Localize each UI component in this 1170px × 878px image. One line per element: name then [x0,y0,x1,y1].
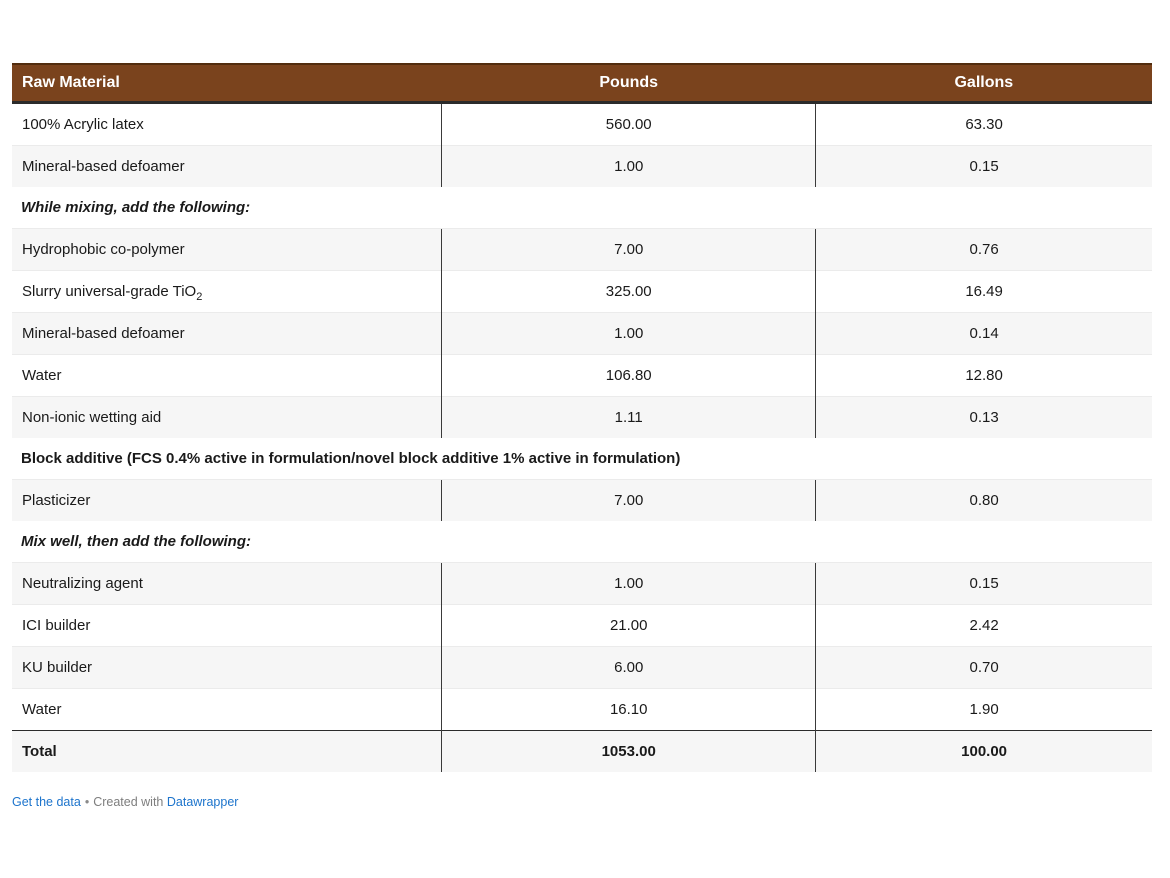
formulation-table: Raw Material Pounds Gallons 100% Acrylic… [12,63,1152,772]
gallons-cell: 12.80 [815,354,1152,397]
table-row: Mineral-based defoamer 1.00 0.15 [12,145,1152,187]
gallons-cell: 16.49 [815,270,1152,313]
section-row: While mixing, add the following: [12,187,1152,229]
table-row: Slurry universal-grade TiO2 325.00 16.49 [12,270,1152,313]
pounds-cell: 560.00 [441,102,816,146]
table-row: Water 16.10 1.90 [12,688,1152,731]
subscript: 2 [196,291,203,303]
pounds-cell: 1.00 [441,312,816,355]
pounds-cell: 16.10 [441,688,816,731]
pounds-cell: 1.00 [441,562,816,605]
pounds-cell: 1.00 [441,145,816,187]
material-cell: Non-ionic wetting aid [12,396,442,438]
table-row: 100% Acrylic latex 560.00 63.30 [12,102,1152,146]
material-cell: Mineral-based defoamer [12,145,442,187]
total-row: Total 1053.00 100.00 [12,730,1152,772]
pounds-cell: 6.00 [441,646,816,689]
pounds-cell: 7.00 [441,479,816,521]
pounds-cell: 325.00 [441,270,816,313]
section-label: Mix well, then add the following: [12,521,1152,563]
column-header-gallons: Gallons [815,63,1152,104]
pounds-cell: 7.00 [441,228,816,271]
column-header-pounds: Pounds [441,63,816,104]
column-header-raw-material: Raw Material [12,63,442,104]
material-cell: 100% Acrylic latex [12,102,442,146]
table-row: Non-ionic wetting aid 1.11 0.13 [12,396,1152,438]
material-cell: Water [12,354,442,397]
table-row: Mineral-based defoamer 1.00 0.14 [12,312,1152,355]
get-the-data-link[interactable]: Get the data [12,795,81,809]
gallons-cell: 0.13 [815,396,1152,438]
gallons-cell: 0.15 [815,145,1152,187]
table-row: Water 106.80 12.80 [12,354,1152,397]
table-row: ICI builder 21.00 2.42 [12,604,1152,647]
total-gallons-cell: 100.00 [815,730,1152,772]
table-row: Plasticizer 7.00 0.80 [12,479,1152,521]
section-row: Mix well, then add the following: [12,521,1152,563]
pounds-cell: 21.00 [441,604,816,647]
gallons-cell: 0.76 [815,228,1152,271]
table-row: KU builder 6.00 0.70 [12,646,1152,689]
gallons-cell: 2.42 [815,604,1152,647]
material-cell: Plasticizer [12,479,442,521]
gallons-cell: 0.70 [815,646,1152,689]
gallons-cell: 0.15 [815,562,1152,605]
section-label: While mixing, add the following: [12,187,1152,229]
footer-separator: • [84,795,90,809]
material-cell: Hydrophobic co-polymer [12,228,442,271]
header-row: Raw Material Pounds Gallons [12,63,1152,104]
footer: Get the data • Created with Datawrapper [12,795,238,810]
material-cell: Mineral-based defoamer [12,312,442,355]
material-cell: KU builder [12,646,442,689]
gallons-cell: 63.30 [815,102,1152,146]
created-with-text: Created with [93,795,164,809]
gallons-cell: 0.80 [815,479,1152,521]
gallons-cell: 1.90 [815,688,1152,731]
material-cell: Water [12,688,442,731]
pounds-cell: 1.11 [441,396,816,438]
gallons-cell: 0.14 [815,312,1152,355]
pounds-cell: 106.80 [441,354,816,397]
total-label-cell: Total [12,730,442,772]
table-row: Neutralizing agent 1.00 0.15 [12,562,1152,605]
section-label: Block additive (FCS 0.4% active in formu… [12,438,1152,480]
material-cell: Neutralizing agent [12,562,442,605]
material-cell: ICI builder [12,604,442,647]
datawrapper-link[interactable]: Datawrapper [166,795,239,809]
material-cell: Slurry universal-grade TiO2 [12,270,442,313]
data-table: Raw Material Pounds Gallons 100% Acrylic… [12,63,1152,772]
total-pounds-cell: 1053.00 [441,730,816,772]
section-row: Block additive (FCS 0.4% active in formu… [12,438,1152,480]
table-row: Hydrophobic co-polymer 7.00 0.76 [12,228,1152,271]
